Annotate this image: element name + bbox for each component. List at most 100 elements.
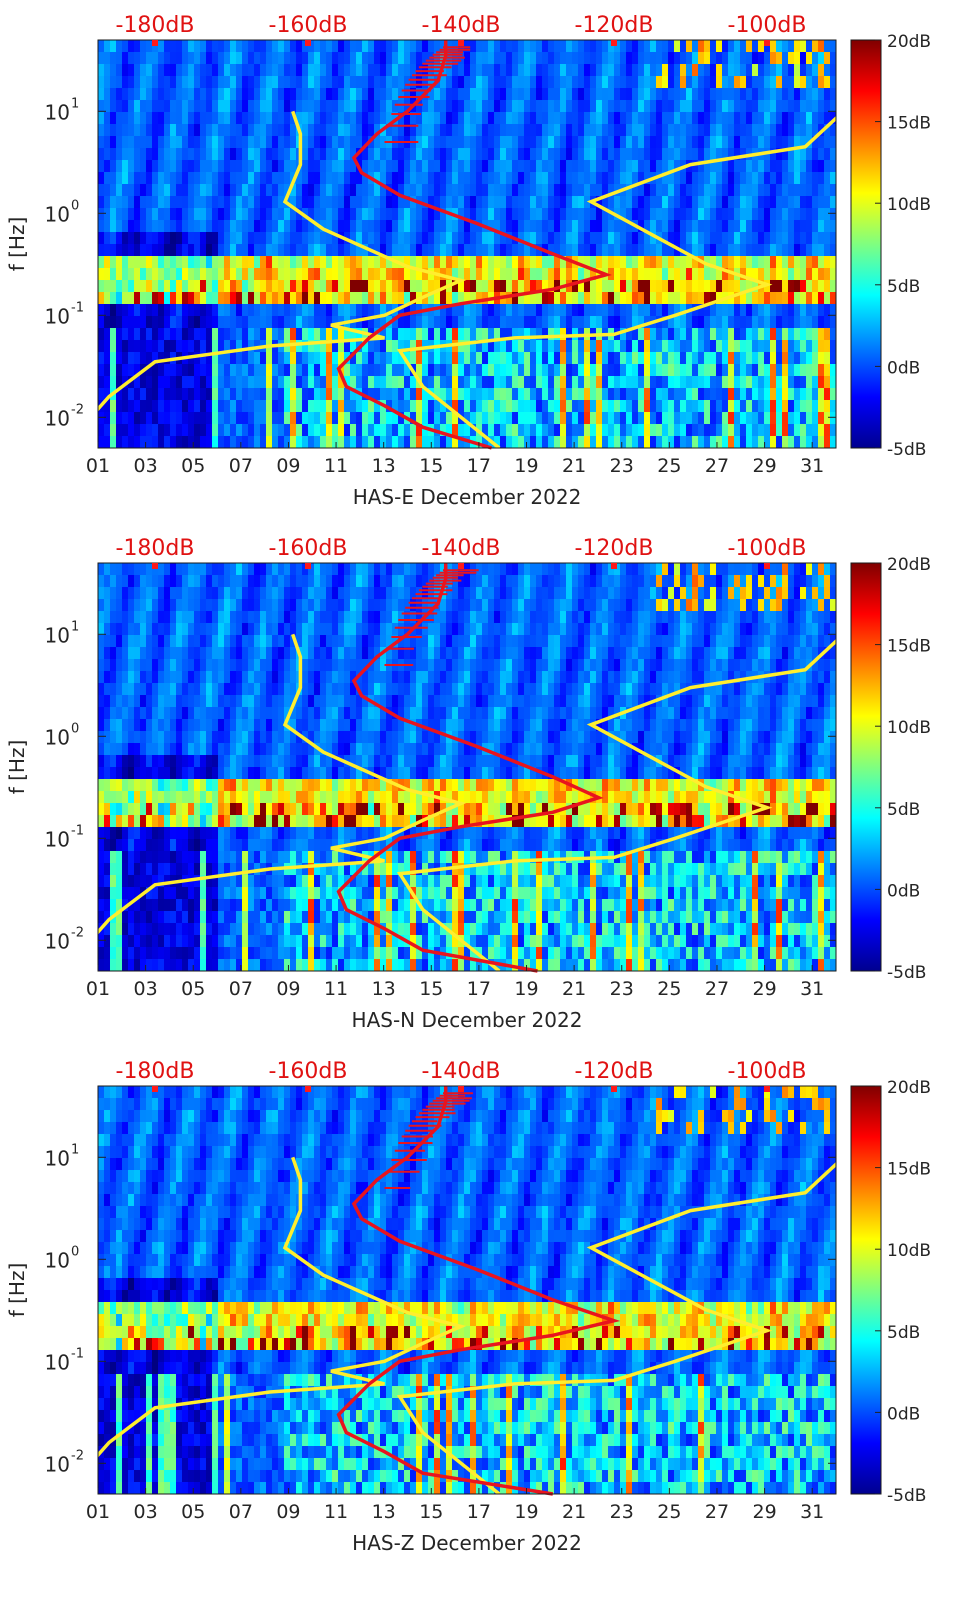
heatmap-cell — [530, 124, 537, 137]
heatmap-cell — [824, 376, 831, 389]
heatmap-cell — [140, 328, 147, 341]
heatmap-cell — [638, 196, 645, 209]
heatmap-cell — [224, 256, 231, 269]
heatmap-cell — [146, 76, 153, 89]
heatmap-cell — [314, 88, 321, 101]
heatmap-cell — [800, 40, 807, 53]
heatmap-cell — [428, 124, 435, 137]
heatmap-cell — [236, 148, 243, 161]
heatmap-cell — [494, 64, 501, 77]
heatmap-cell — [476, 160, 483, 173]
heatmap-cell — [200, 827, 207, 840]
heatmap-cell — [320, 292, 327, 305]
heatmap-cell — [806, 64, 813, 77]
heatmap-cell — [686, 436, 693, 449]
heatmap-cell — [452, 244, 459, 257]
heatmap-cell — [812, 364, 819, 377]
heatmap-cell — [812, 400, 819, 413]
heatmap-cell — [638, 292, 645, 305]
heatmap-cell — [626, 412, 633, 425]
heatmap-cell — [194, 436, 201, 449]
heatmap-cell — [338, 196, 345, 209]
heatmap-cell — [326, 292, 333, 305]
heatmap-cell — [554, 304, 561, 317]
heatmap-cell — [170, 815, 177, 828]
heatmap-cell — [260, 148, 267, 161]
heatmap-cell — [176, 779, 183, 792]
heatmap-cell — [722, 244, 729, 257]
heatmap-cell — [158, 659, 165, 672]
heatmap-cell — [518, 76, 525, 89]
heatmap-cell — [788, 328, 795, 341]
heatmap-cell — [182, 112, 189, 125]
heatmap-cell — [620, 160, 627, 173]
heatmap-cell — [374, 256, 381, 269]
heatmap-cell — [260, 64, 267, 77]
heatmap-cell — [686, 52, 693, 65]
heatmap-cell — [272, 232, 279, 245]
heatmap-cell — [170, 412, 177, 425]
heatmap-cell — [596, 376, 603, 389]
heatmap-cell — [158, 587, 165, 600]
heatmap-cell — [302, 436, 309, 449]
heatmap-cell — [704, 328, 711, 341]
heatmap-cell — [572, 220, 579, 233]
heatmap-cell — [212, 244, 219, 257]
heatmap-cell — [164, 911, 171, 924]
heatmap-cell — [242, 208, 249, 221]
heatmap-cell — [206, 695, 213, 708]
heatmap-cell — [362, 376, 369, 389]
heatmap-cell — [230, 40, 237, 53]
heatmap-cell — [104, 220, 111, 233]
heatmap-cell — [110, 40, 117, 53]
heatmap-cell — [260, 304, 267, 317]
heatmap-cell — [218, 436, 225, 449]
heatmap-cell — [806, 196, 813, 209]
heatmap-cell — [530, 88, 537, 101]
heatmap-cell — [704, 364, 711, 377]
heatmap-cell — [578, 52, 585, 65]
heatmap-cell — [134, 587, 141, 600]
heatmap-cell — [674, 340, 681, 353]
heatmap-cell — [110, 815, 117, 828]
heatmap-cell — [128, 863, 135, 876]
heatmap-cell — [104, 767, 111, 780]
heatmap-cell — [266, 424, 273, 437]
heatmap-cell — [218, 244, 225, 257]
heatmap-cell — [194, 424, 201, 437]
heatmap-cell — [722, 172, 729, 185]
heatmap-cell — [812, 388, 819, 401]
heatmap-cell — [698, 208, 705, 221]
heatmap-cell — [194, 563, 201, 576]
heatmap-cell — [524, 184, 531, 197]
heatmap-cell — [398, 232, 405, 245]
heatmap-cell — [578, 376, 585, 389]
heatmap-cell — [812, 88, 819, 101]
heatmap-cell — [218, 599, 225, 612]
heatmap-cell — [314, 364, 321, 377]
heatmap-cell — [662, 76, 669, 89]
heatmap-cell — [404, 244, 411, 257]
heatmap-cell — [374, 436, 381, 449]
heatmap-cell — [158, 863, 165, 876]
heatmap-cell — [170, 647, 177, 660]
heatmap-cell — [518, 148, 525, 161]
heatmap-cell — [536, 256, 543, 269]
heatmap-cell — [716, 424, 723, 437]
heatmap-cell — [650, 328, 657, 341]
heatmap-cell — [260, 76, 267, 89]
heatmap-cell — [134, 412, 141, 425]
heatmap-cell — [542, 100, 549, 113]
heatmap-cell — [308, 388, 315, 401]
heatmap-cell — [278, 244, 285, 257]
heatmap-cell — [374, 148, 381, 161]
heatmap-cell — [200, 803, 207, 816]
heatmap-cell — [212, 911, 219, 924]
heatmap-cell — [164, 232, 171, 245]
heatmap-cell — [218, 412, 225, 425]
heatmap-cell — [158, 160, 165, 173]
heatmap-cell — [632, 400, 639, 413]
heatmap-cell — [506, 172, 513, 185]
heatmap-cell — [440, 388, 447, 401]
heatmap-cell — [494, 244, 501, 257]
